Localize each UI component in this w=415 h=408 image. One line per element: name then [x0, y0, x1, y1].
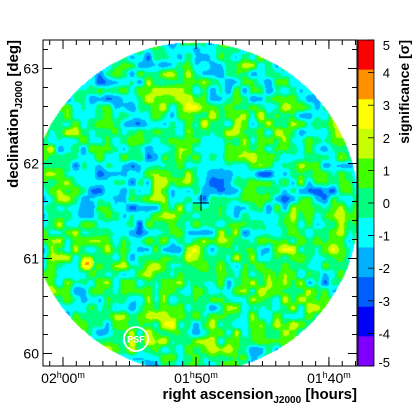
colorbar-tick-label: 0 [383, 196, 390, 211]
plot-frame [42, 39, 358, 367]
colorbar-segment [358, 128, 374, 160]
y-tick-label: 62 [23, 156, 39, 172]
colorbar-segment [358, 69, 374, 100]
colorbar-tick-label: 3 [383, 98, 390, 113]
x-tick-label: 02h00m [41, 370, 85, 386]
colorbar-segment [358, 40, 374, 71]
colorbar-segment [358, 158, 374, 189]
colorbar-tick-label: -3 [378, 294, 390, 309]
y-axis-title: declinationJ2000 [deg] [5, 40, 25, 188]
y-tick-label: 61 [23, 251, 39, 267]
x-axis-title: right ascensionJ2000 [hours] [163, 386, 358, 406]
center-cross-marker [193, 195, 209, 211]
colorbar-tick-label: 5 [383, 38, 390, 53]
x-tick-label: 01h40m [307, 370, 351, 386]
y-tick-label: 60 [23, 346, 39, 362]
colorbar-segment [358, 306, 374, 337]
colorbar-tick-label: -4 [378, 326, 390, 341]
colorbar-title: significance [σ] [396, 40, 412, 144]
colorbar-segment [358, 277, 374, 308]
y-tick-label: 63 [23, 61, 39, 77]
colorbar-segment [358, 336, 374, 367]
colorbar-segment [358, 217, 374, 248]
psf-label: PSF [127, 335, 145, 345]
colorbar-tick-label: 4 [383, 66, 390, 81]
colorbar-segment [358, 99, 374, 130]
colorbar-segment [358, 188, 374, 219]
colorbar-tick-label: -5 [378, 355, 390, 370]
colorbar-tick-label: -2 [378, 261, 390, 276]
x-tick-label: 01h50m [174, 370, 218, 386]
colorbar-tick-label: 2 [383, 131, 390, 146]
colorbar-segment [358, 247, 374, 278]
colorbar-tick-label: -1 [378, 229, 390, 244]
psf-circle [123, 326, 149, 352]
colorbar-tick-label: 1 [383, 163, 390, 178]
psf-marker: PSF [123, 326, 149, 352]
